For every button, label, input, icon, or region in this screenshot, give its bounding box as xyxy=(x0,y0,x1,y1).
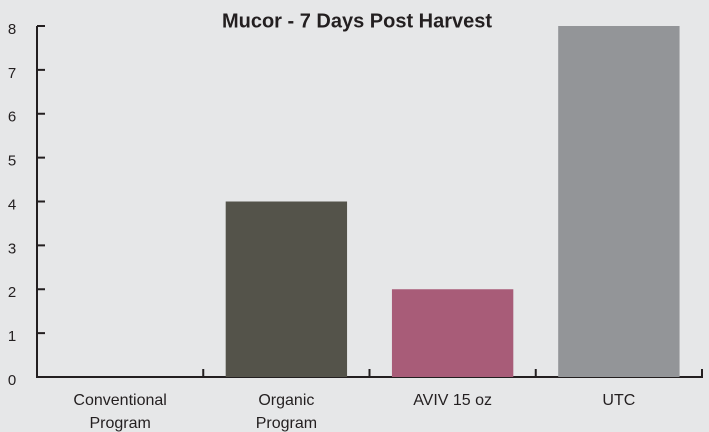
x-tick-label: UTC xyxy=(602,392,636,409)
y-tick-label: 5 xyxy=(8,153,16,170)
x-tick-label: AVIV 15 oz xyxy=(413,392,493,409)
bar xyxy=(558,26,680,377)
y-tick-label: 8 xyxy=(8,21,16,38)
y-tick-label: 7 xyxy=(8,65,16,82)
x-tick-label: Conventional Program xyxy=(73,392,167,432)
x-tick-label: Organic Program xyxy=(255,392,318,432)
chart-title: Mucor - 7 Days Post Harvest xyxy=(222,10,492,32)
y-tick-label: 0 xyxy=(8,372,16,389)
bar xyxy=(225,201,348,377)
y-tick-label: 4 xyxy=(8,196,16,213)
y-tick-label: 1 xyxy=(8,328,16,345)
bar xyxy=(391,289,514,377)
y-tick-label: 2 xyxy=(8,284,16,301)
y-tick-label: 3 xyxy=(8,240,16,257)
y-tick-label: 6 xyxy=(8,109,16,126)
